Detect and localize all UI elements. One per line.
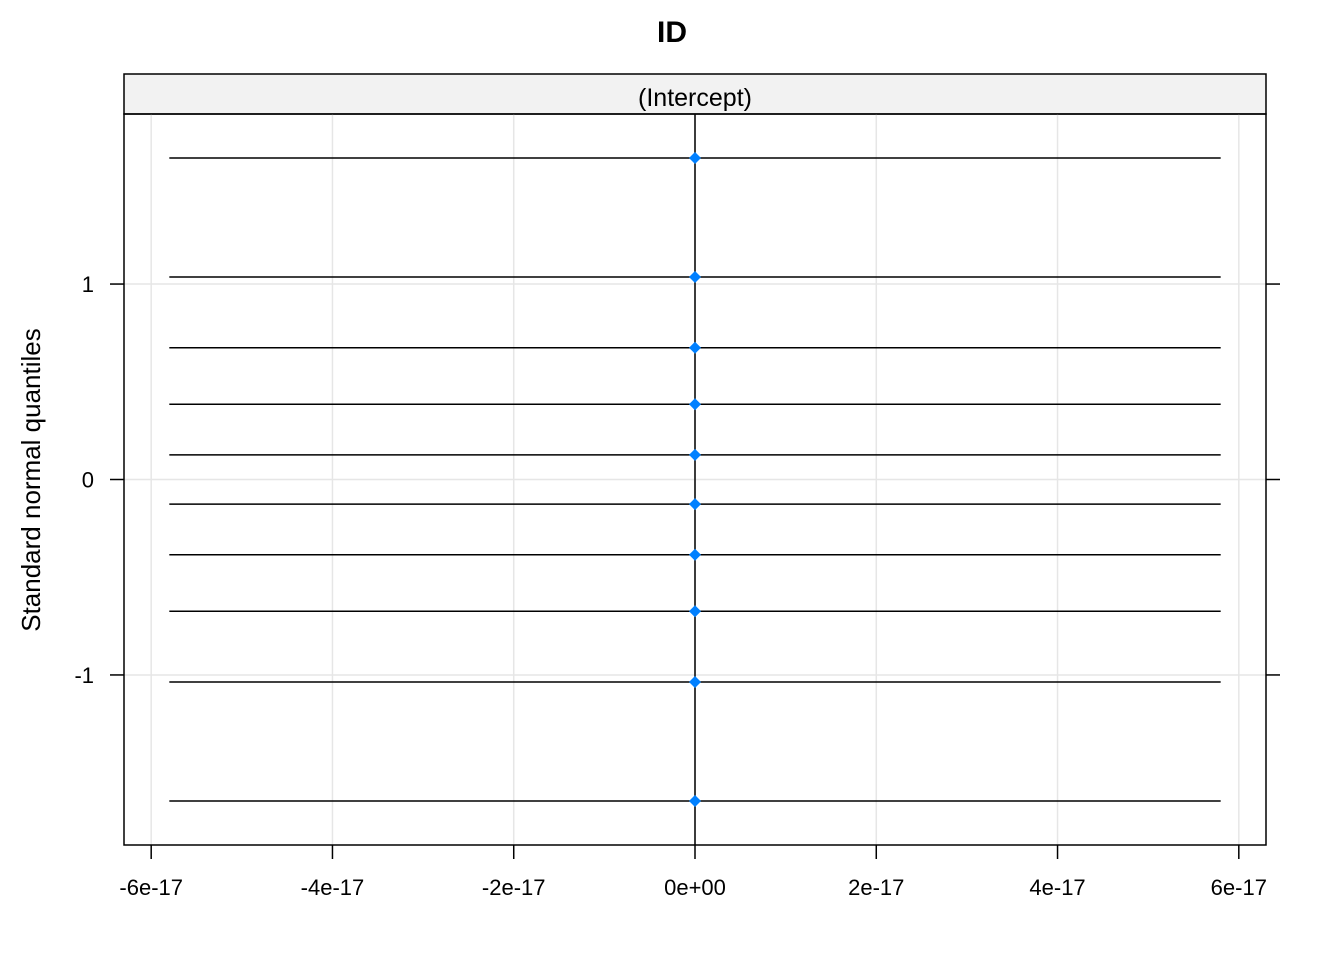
x-axis: -6e-17 -4e-17 -2e-17 0e+00 2e-17 4e-17 6e-17 <box>119 845 1267 900</box>
data-point <box>689 605 701 618</box>
y-axis-label: Standard normal quantiles <box>16 328 46 632</box>
x-tick-label: -4e-17 <box>301 875 365 900</box>
x-tick-label: -2e-17 <box>482 875 546 900</box>
x-tick-label: 2e-17 <box>848 875 904 900</box>
chart-title: ID <box>657 16 687 49</box>
data-point <box>689 341 701 354</box>
data-point <box>689 448 701 461</box>
strip-background <box>123 73 1267 115</box>
x-tick-label: 6e-17 <box>1211 875 1267 900</box>
y-tick-label: 1 <box>82 272 94 297</box>
strip-label: (Intercept) <box>638 84 752 112</box>
data-point <box>689 498 701 511</box>
data-point <box>689 271 701 284</box>
x-tick-label: -6e-17 <box>119 875 183 900</box>
data-point <box>689 548 701 561</box>
data-points <box>689 151 701 808</box>
data-point <box>689 398 701 411</box>
y-tick-label: -1 <box>74 663 94 688</box>
data-point <box>689 795 701 808</box>
x-tick-label: 4e-17 <box>1029 875 1085 900</box>
strip: (Intercept) <box>123 73 1267 115</box>
y-axis: -1 0 1 <box>74 272 1280 688</box>
y-tick-label: 0 <box>82 468 94 493</box>
data-point <box>689 151 701 164</box>
data-point <box>689 675 701 688</box>
x-tick-label: 0e+00 <box>664 875 726 900</box>
